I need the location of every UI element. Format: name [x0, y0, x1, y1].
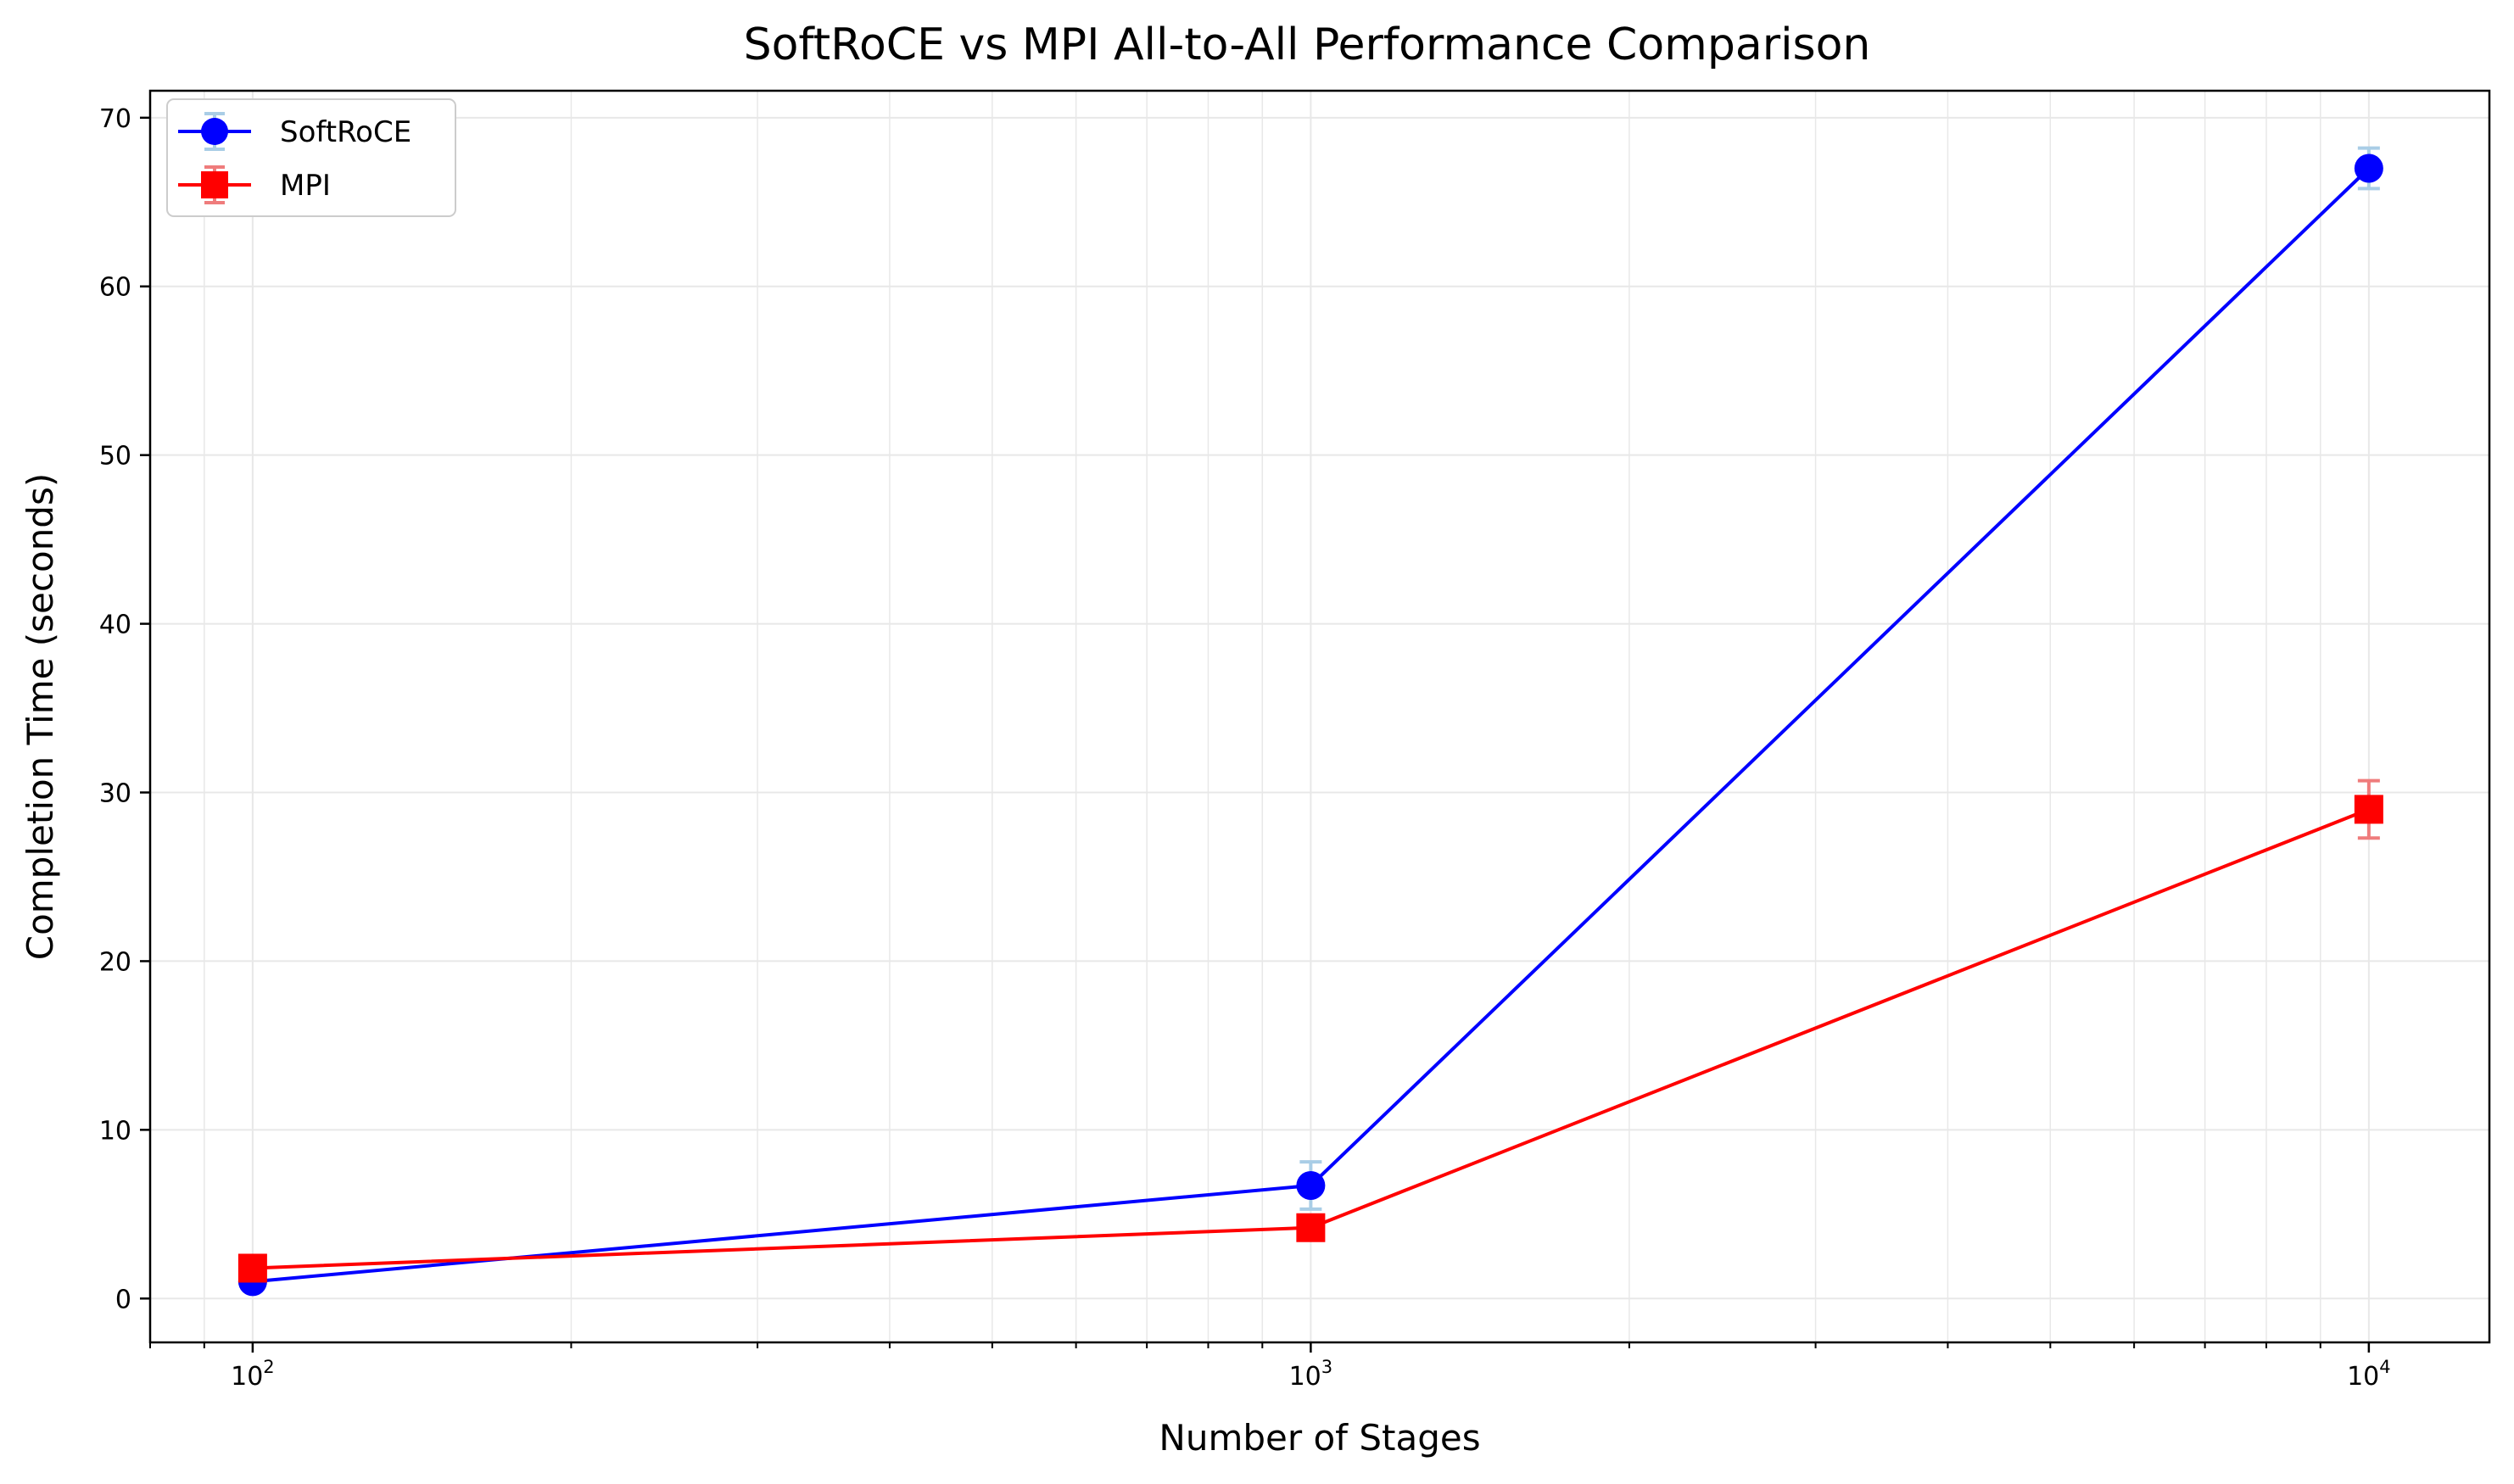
y-tick-label: 50 [99, 442, 131, 471]
legend-entry-softroce: SoftRoCE [178, 112, 411, 151]
data-point-softroce [1296, 1171, 1326, 1201]
data-point-mpi [1296, 1213, 1326, 1242]
x-tick-label: 103 [1289, 1357, 1333, 1392]
data-series [237, 146, 2383, 1297]
legend-label-softroce: SoftRoCE [280, 115, 411, 149]
legend: SoftRoCE MPI [166, 98, 456, 217]
x-axis-title: Number of Stages [1159, 1417, 1480, 1459]
legend-marker-softroce [201, 118, 228, 145]
plot-frame [148, 89, 2491, 1344]
legend-label-mpi: MPI [280, 169, 331, 203]
grid [149, 91, 2489, 1342]
data-point-softroce [2354, 153, 2383, 183]
data-point-mpi [2354, 795, 2383, 824]
chart-title: SoftRoCE vs MPI All-to-All Performance C… [744, 20, 1871, 70]
y-tick-label: 40 [99, 611, 131, 640]
legend-marker-mpi [201, 171, 228, 198]
data-point-mpi [237, 1253, 267, 1283]
legend-entry-mpi: MPI [178, 165, 331, 204]
legend-frame [166, 98, 456, 217]
y-axis-title: Completion Time (seconds) [20, 473, 61, 961]
y-tick-label: 70 [99, 104, 131, 134]
y-axis-ticks: 0 10 20 30 40 50 60 70 [99, 104, 150, 1314]
x-axis-ticks: 102 103 104 [149, 1342, 2391, 1392]
y-tick-label: 10 [99, 1116, 131, 1146]
x-tick-label: 104 [2347, 1357, 2391, 1392]
y-tick-label: 60 [99, 273, 131, 303]
y-tick-label: 30 [99, 779, 131, 809]
x-tick-label: 102 [231, 1357, 275, 1392]
y-tick-label: 0 [115, 1285, 131, 1314]
y-tick-label: 20 [99, 947, 131, 977]
